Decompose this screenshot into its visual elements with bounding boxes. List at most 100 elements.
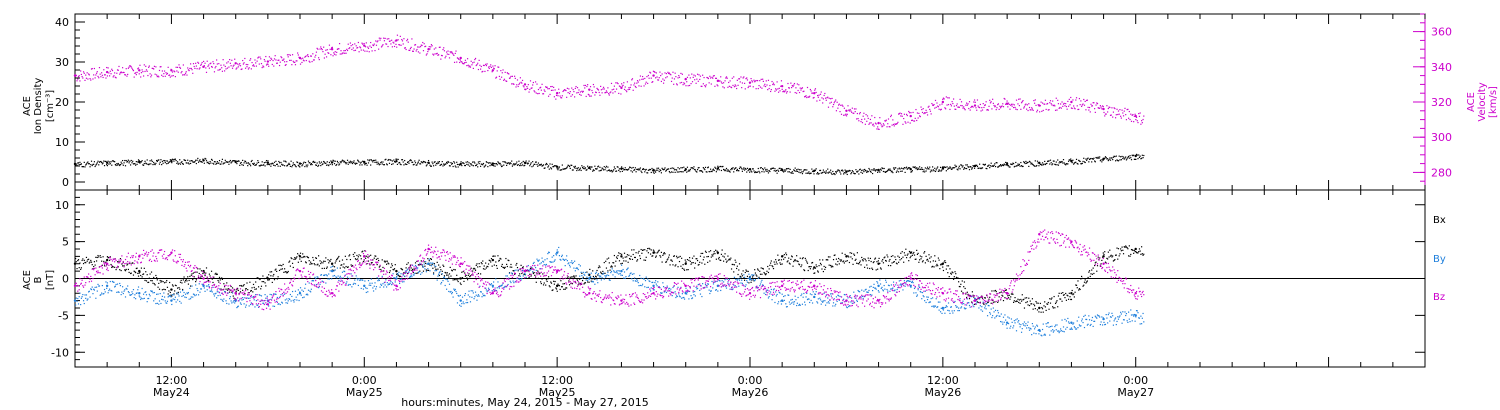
density-point (639, 167, 642, 169)
velocity-point (147, 74, 149, 77)
bx-point (326, 266, 328, 268)
velocity-point (852, 112, 854, 114)
velocity-point (836, 101, 838, 103)
density-point (299, 163, 302, 165)
bx-point (737, 273, 739, 276)
velocity-point (367, 46, 369, 48)
bx-point (678, 256, 680, 258)
density-point (916, 167, 918, 169)
velocity-point (271, 63, 273, 66)
density-point (399, 163, 401, 165)
density-point (136, 163, 138, 165)
bx-point (1000, 291, 1002, 293)
bx-point (749, 276, 751, 278)
density-point (669, 172, 671, 174)
bx-point (255, 288, 258, 290)
bx-point (853, 253, 855, 255)
density-point (251, 159, 253, 162)
velocity-point (628, 87, 630, 89)
velocity-point (354, 49, 357, 51)
velocity-point (509, 77, 511, 79)
density-point (1135, 153, 1138, 156)
bx-point (448, 273, 451, 275)
density-point (164, 162, 166, 164)
velocity-point (917, 117, 919, 119)
by-point (190, 296, 192, 298)
density-point (834, 173, 836, 176)
bx-point (955, 276, 958, 278)
velocity-point (107, 67, 109, 69)
density-point (1134, 154, 1137, 158)
density-point (657, 169, 659, 171)
velocity-point (397, 39, 399, 41)
bx-point (820, 264, 822, 266)
velocity-point (717, 79, 720, 82)
bx-point (477, 266, 479, 268)
density-point (514, 163, 516, 165)
velocity-point (699, 75, 702, 77)
bx-point (947, 272, 949, 274)
bx-point (371, 261, 373, 264)
density-point (1128, 155, 1130, 158)
velocity-point (1005, 103, 1007, 105)
bx-point (1062, 294, 1065, 296)
velocity-point (874, 116, 876, 119)
bx-point (877, 268, 879, 270)
velocity-point (595, 91, 597, 94)
bx-point (183, 276, 185, 278)
bx-point (610, 266, 612, 268)
density-point (804, 169, 806, 171)
velocity-point (317, 48, 319, 50)
velocity-point (199, 67, 201, 69)
by-point (141, 287, 143, 290)
bx-point (164, 289, 166, 291)
bx-point (1064, 297, 1066, 299)
bx-point (448, 276, 450, 278)
by-point (156, 302, 158, 304)
density-point (150, 163, 152, 165)
bx-point (516, 262, 518, 265)
velocity-point (654, 71, 656, 73)
velocity-point (838, 103, 840, 105)
velocity-point (748, 85, 750, 87)
density-point (984, 164, 986, 166)
bx-point (564, 288, 566, 290)
bx-point (433, 262, 435, 265)
bx-point (107, 257, 109, 259)
bx-point (1100, 263, 1102, 265)
velocity-point (106, 66, 108, 69)
velocity-point (1117, 113, 1119, 116)
density-point (83, 161, 85, 163)
density-point (700, 170, 702, 172)
velocity-point (734, 84, 736, 86)
bx-point (867, 257, 869, 259)
velocity-point (1136, 120, 1138, 122)
velocity-point (268, 65, 270, 67)
velocity-point (281, 57, 283, 59)
bx-point (227, 288, 229, 290)
velocity-point (1011, 105, 1013, 107)
velocity-point (442, 48, 444, 51)
density-point (651, 167, 653, 170)
velocity-point (671, 77, 673, 79)
velocity-point (313, 59, 315, 61)
velocity-point (469, 66, 472, 68)
density-point (617, 166, 619, 168)
velocity-point (495, 76, 498, 78)
bx-point (916, 253, 919, 256)
density-point (298, 165, 300, 167)
bx-point (124, 269, 126, 271)
bx-point (796, 255, 798, 257)
density-point (1044, 163, 1047, 166)
velocity-point (435, 47, 437, 49)
bx-point (982, 302, 984, 304)
bx-point (1073, 293, 1075, 295)
by-point (116, 283, 119, 285)
velocity-point (963, 108, 966, 110)
by-point (75, 297, 77, 299)
velocity-point (1111, 107, 1113, 109)
density-point (772, 167, 775, 169)
velocity-point (934, 107, 936, 109)
velocity-point (480, 65, 482, 68)
bx-point (517, 270, 519, 272)
